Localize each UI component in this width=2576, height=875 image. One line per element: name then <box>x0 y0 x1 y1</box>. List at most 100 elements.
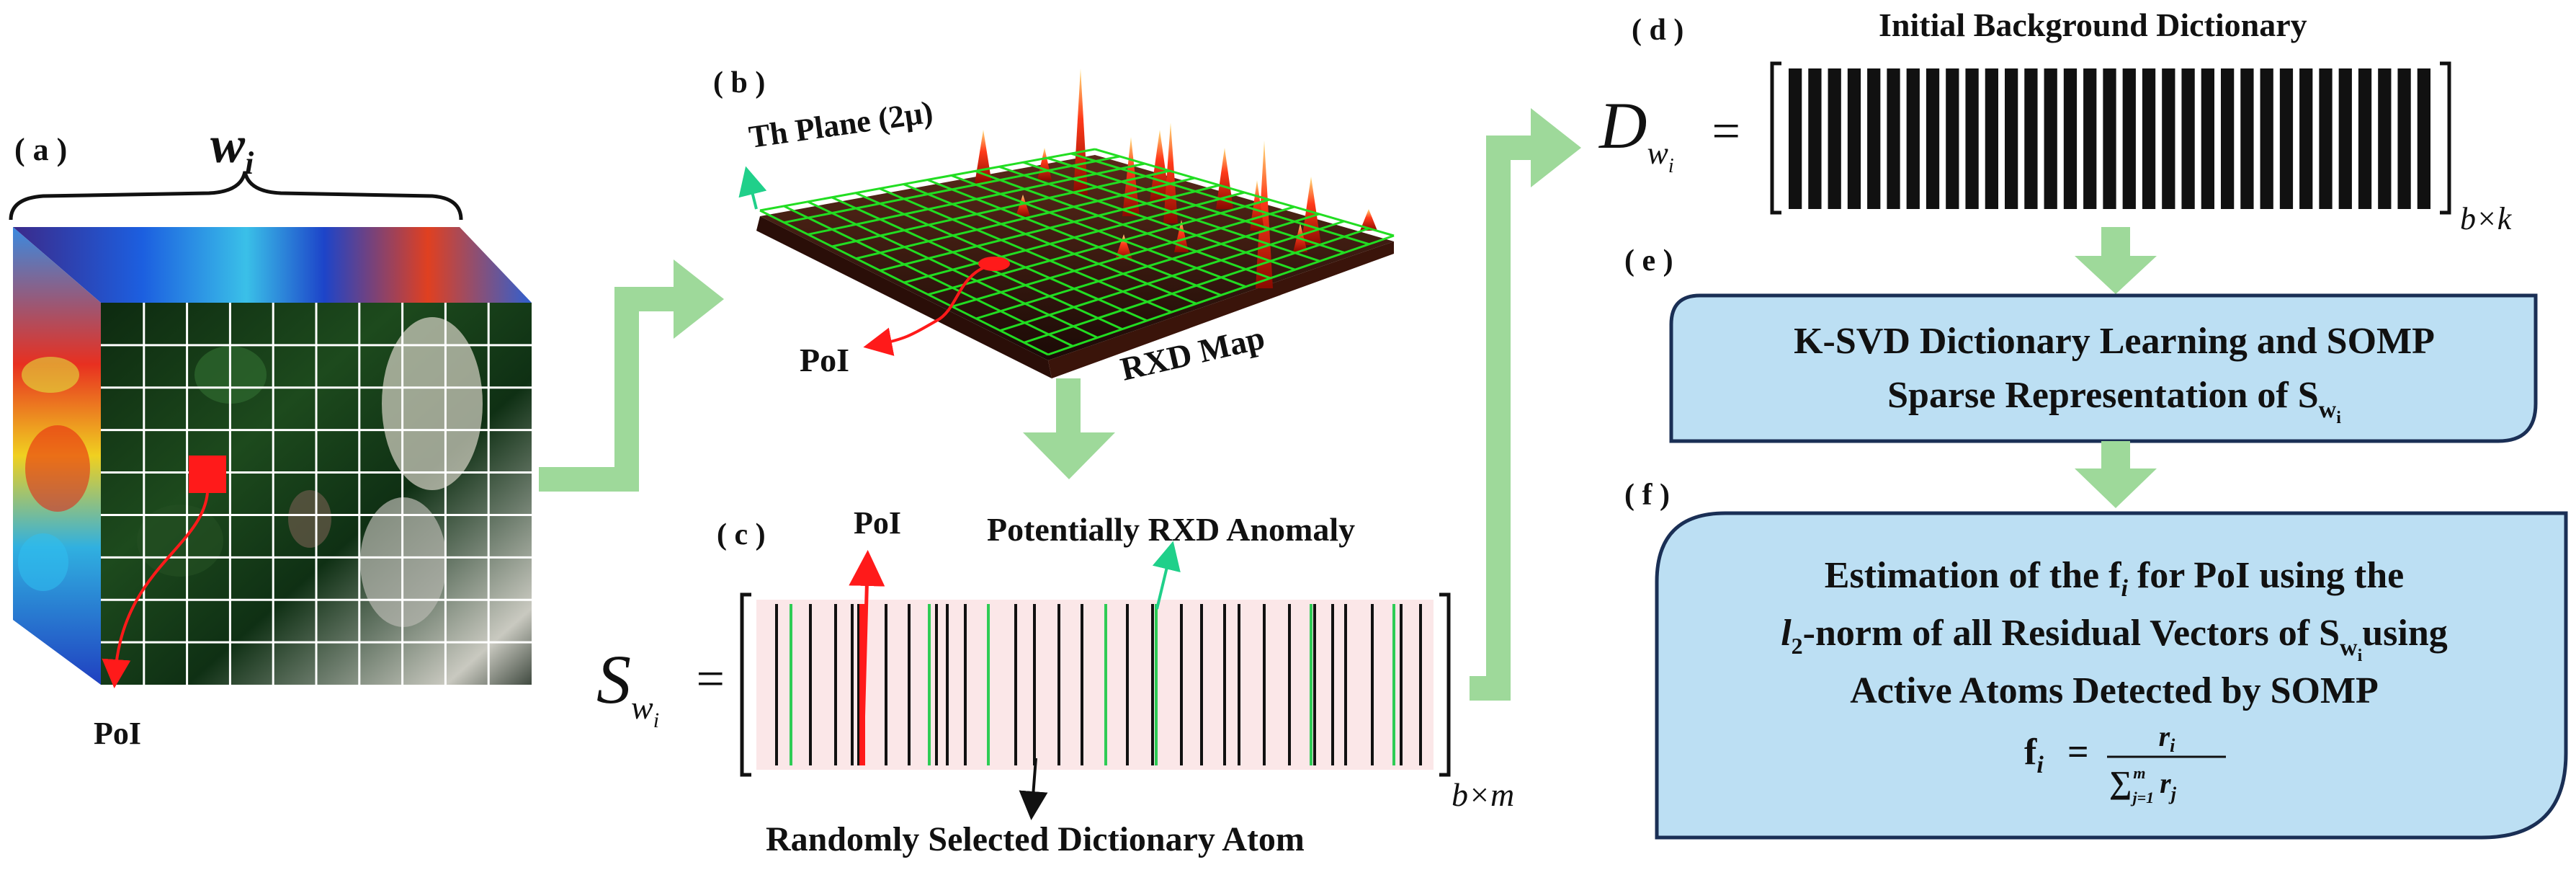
plane-grid-line <box>880 184 1220 272</box>
panel-f-tag: ( f ) <box>1624 479 1670 512</box>
plane-grid-line <box>975 213 1320 320</box>
poi-pixel <box>189 456 226 493</box>
panel-c-tag: ( c ) <box>717 518 766 551</box>
d-atom <box>1926 68 1940 209</box>
d-atom <box>2044 68 2057 209</box>
d-atom <box>1789 68 1802 209</box>
poi-label-c: PoI <box>854 505 901 541</box>
d-atom <box>2417 68 2430 209</box>
ksvd-box <box>1669 293 2538 443</box>
plane-grid-line <box>855 177 1195 260</box>
d-matrix-atoms <box>1789 68 2430 209</box>
rxd-terrain-edge2 <box>1048 241 1394 378</box>
d-atom <box>2181 68 2195 209</box>
rxd-terrain <box>760 155 1394 360</box>
arrow-b-to-c <box>1056 378 1081 436</box>
d-equals: = <box>1709 104 1743 159</box>
d-atom <box>1965 68 1979 209</box>
estimation-line3: Active Atoms Detected by SOMP <box>1850 670 2379 711</box>
d-atom <box>2221 68 2235 209</box>
d-atom <box>1906 68 1920 209</box>
rxd-spike <box>1016 195 1030 216</box>
th-plane-label: Th Plane (2μ) <box>747 94 935 155</box>
arrow-d-to-e-head <box>2075 256 2157 294</box>
ksvd-line2: Sparse Representation of Swi <box>1887 375 2341 427</box>
cube-side-texture <box>18 357 90 591</box>
d-atom <box>2279 68 2294 209</box>
rxd-terrain-edge <box>756 216 1052 378</box>
d-atom <box>1847 68 1861 209</box>
panel-e: ( e ) K-SVD Dictionary Learning and SOMP… <box>1624 244 2538 443</box>
d-atom <box>2240 68 2254 209</box>
s-left-bracket <box>740 592 751 777</box>
s-right-bracket <box>1439 592 1451 777</box>
s-matrix-symbol: Swi <box>596 641 659 732</box>
rxd-spike <box>1150 130 1170 202</box>
d-atom <box>1887 68 1900 209</box>
s-matrix-atoms <box>775 604 1422 765</box>
s-matrix-body <box>756 600 1434 770</box>
panel-b: ( b ) Th Plane (2μ) PoI RXD Map <box>713 66 1395 388</box>
poi-marker-b <box>978 257 1010 271</box>
plane-grid-line <box>808 162 1145 236</box>
estimation-line2: l2-norm of all Residual Vectors of Swius… <box>1781 613 2448 665</box>
poi-label-a: PoI <box>94 716 141 751</box>
d-atom <box>2378 68 2392 209</box>
arrow-c-to-d-head <box>1531 108 1581 187</box>
panel-d: ( d ) Initial Background Dictionary Dwi … <box>1598 6 2513 236</box>
fi-formula: fi = ri ∑m j=1 rj <box>2024 720 2226 807</box>
estimation-box <box>1655 511 2568 840</box>
formula-numerator: ri <box>2159 720 2176 756</box>
panel-b-tag: ( b ) <box>713 66 765 99</box>
plane-grid-line <box>784 155 1120 224</box>
d-atom <box>2260 68 2273 209</box>
panel-f: ( f ) Estimation of the fi for PoI using… <box>1624 479 2568 840</box>
s-equals: = <box>693 652 727 707</box>
panel-a-tag: ( a ) <box>14 132 67 167</box>
panel-d-tag: ( d ) <box>1632 14 1683 47</box>
th-plane-arrow <box>738 166 767 210</box>
plane-grid-line <box>903 191 1245 284</box>
potential-anomaly-label: Potentially RXD Anomaly <box>987 511 1355 548</box>
formula-denominator: ∑m j=1 rj <box>2109 764 2177 807</box>
d-atom <box>1828 68 1841 209</box>
d-matrix-symbol: Dwi <box>1598 89 1674 177</box>
arrow-a-to-b-head <box>674 259 724 339</box>
d-atom <box>1946 68 1959 209</box>
plane-grid-line <box>759 148 1096 212</box>
anomaly-arrow-c <box>1152 541 1181 610</box>
d-atom <box>2063 68 2078 209</box>
d-atom <box>1985 68 1998 209</box>
poi-arrow-b <box>863 264 991 356</box>
poi-arrow-c <box>849 550 885 758</box>
formula-equals: = <box>2067 732 2089 773</box>
rxd-spike <box>1115 234 1132 259</box>
rxd-spike <box>1256 141 1273 288</box>
d-atom <box>2083 68 2097 209</box>
d-atom <box>2397 68 2411 209</box>
arrow-b-to-c-head <box>1023 432 1115 479</box>
d-atom <box>2005 68 2018 209</box>
poi-label-b: PoI <box>800 342 849 378</box>
plane-grid-line <box>927 198 1270 296</box>
threshold-plane-grid <box>759 148 1395 356</box>
d-atom <box>2142 68 2156 209</box>
d-right-bracket <box>2440 61 2451 215</box>
random-atom-label: Randomly Selected Dictionary Atom <box>766 820 1305 858</box>
formula-lhs: fi <box>2024 732 2044 778</box>
window-brace <box>9 171 463 221</box>
s-dimension: b×m <box>1452 776 1514 813</box>
d-atom <box>2358 68 2372 209</box>
estimation-line1: Estimation of the fi for PoI using the <box>1825 555 2404 602</box>
panel-e-tag: ( e ) <box>1624 244 1673 277</box>
ksvd-line1: K-SVD Dictionary Learning and SOMP <box>1794 321 2435 362</box>
arrow-d-to-e <box>2101 227 2130 259</box>
plane-grid-line <box>831 169 1171 248</box>
arrow-c-to-d <box>1470 136 1534 701</box>
d-atom <box>1808 68 1822 209</box>
cube-front-texture <box>137 317 483 627</box>
rxd-spike <box>1216 148 1233 209</box>
plane-grid-line <box>1047 234 1395 356</box>
cube-grid <box>101 303 532 685</box>
